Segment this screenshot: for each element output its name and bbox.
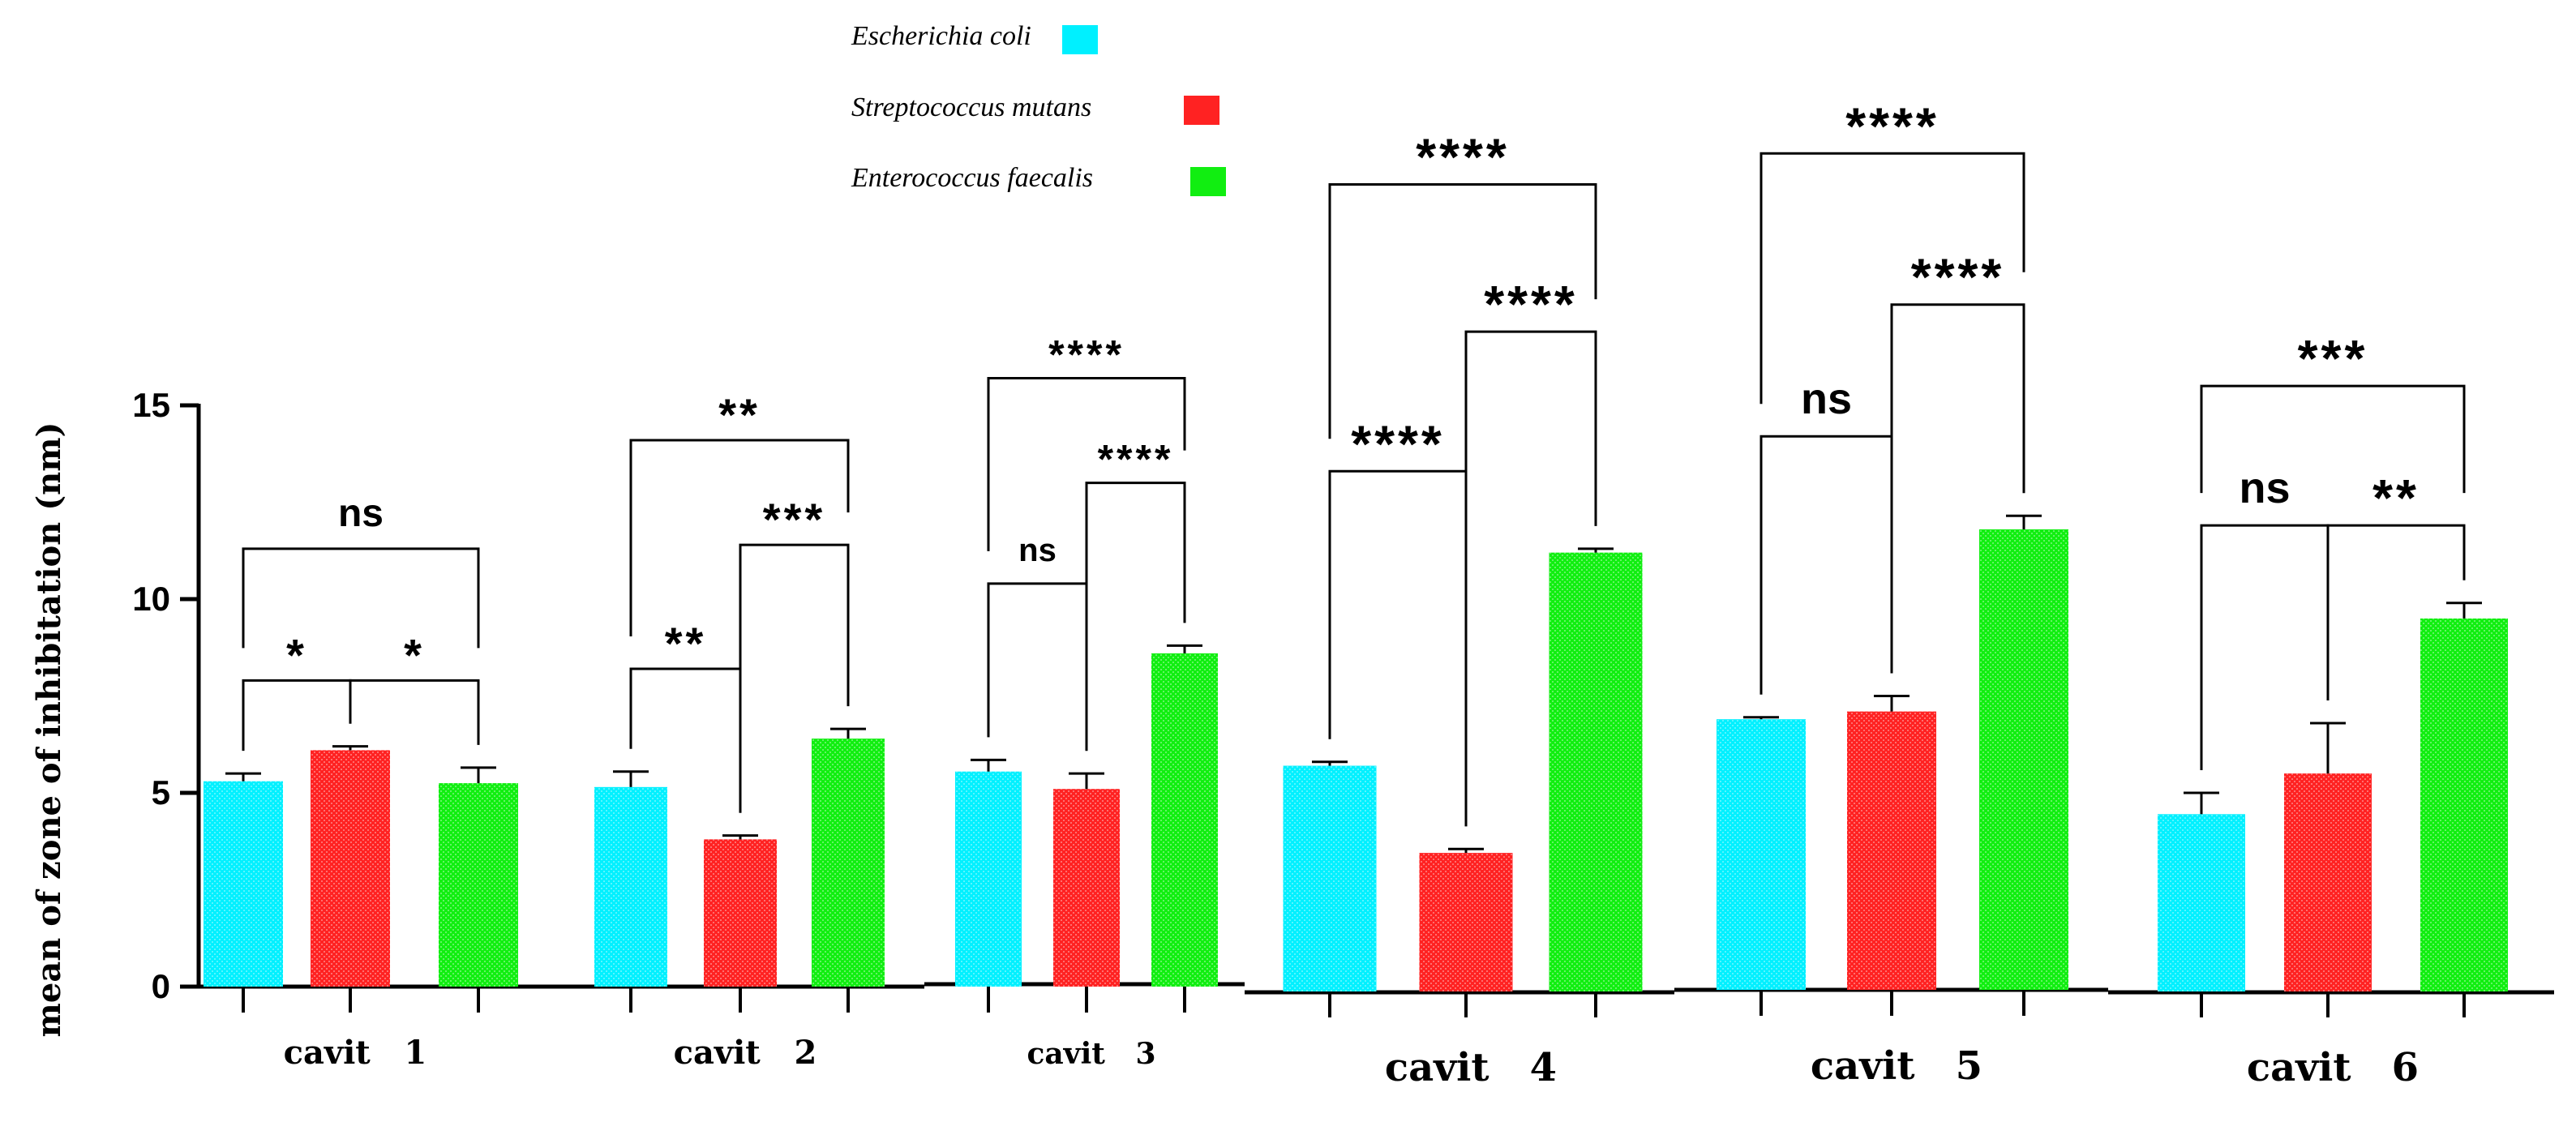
category-label-2: cavit 2 [674,1034,817,1072]
bar-texture [1419,853,1513,991]
significance-label: *** [2298,329,2368,388]
bar-texture [1717,719,1806,990]
y-tick-labels: 0 5 10 15 [132,386,170,1005]
significance-label: *** [763,494,825,545]
significance-label: **** [1416,128,1510,186]
significance-label: ns [338,492,384,535]
category-label-3: cavit 3 [1027,1037,1155,1071]
legend-swatch-2 [1190,167,1226,196]
y-tick-label: 5 [152,773,170,812]
x-axis-ticks [242,987,2466,1017]
category-label-5: cavit 5 [1811,1043,1982,1089]
significance-bracket [2326,524,2466,700]
legend-label-2: Enterococcus faecalis [851,163,1093,193]
bar-texture [704,839,777,987]
significance-bracket [987,582,1088,752]
error-bars [225,514,2482,854]
bar-texture [439,783,518,987]
bar-texture [2420,618,2508,991]
significance-label: **** [1098,437,1174,482]
significance-bracket [629,439,850,637]
significance-label: ns [2239,464,2290,512]
bar-texture [812,739,885,987]
significance-bracket [242,679,352,752]
category-labels: cavit 1 cavit 2 cavit 3 cavit 4 cavit 5 cavit… [284,1034,2419,1090]
significance-bracket [739,543,850,813]
y-tick-label: 0 [152,967,170,1005]
significance-label: **** [1351,414,1445,473]
y-tick-label: 10 [132,580,170,618]
bar-texture [1151,653,1218,987]
category-label-1: cavit 1 [284,1034,427,1072]
significance-label: ** [718,389,761,440]
significance-bracket [1759,435,1893,695]
significance-bracket [349,679,480,745]
bar-texture [1053,789,1120,987]
significance-bracket [1085,482,1186,752]
significance-label: ns [1801,375,1852,423]
significance-bracket [242,547,480,649]
y-axis [180,403,201,989]
legend-label-0: Escherichia coli [851,21,1031,51]
legend-label-1: Streptococcus mutans [851,92,1091,122]
significance-bracket [2200,384,2466,494]
y-tick-label: 15 [132,386,170,424]
significance-label: **** [1484,275,1578,333]
bar-texture [204,781,283,987]
significance-label: * [404,629,425,680]
significance-label: * [286,629,307,680]
bars [204,529,2508,991]
significance-bracket [1759,152,2025,405]
significance-bracket [2200,524,2330,770]
category-label-6: cavit 6 [2247,1045,2419,1090]
bar-texture [594,786,667,987]
bar-texture [1549,552,1643,991]
significance-label: **** [1845,96,1940,155]
significance-label: ** [665,618,707,669]
legend-swatch-0 [1062,25,1098,54]
y-axis-title: mean of zone of inhibitation (nm) [30,422,68,1038]
significance-bracket [1890,303,2025,674]
bar-texture [1283,765,1377,991]
category-label-4: cavit 4 [1385,1045,1557,1090]
bar-texture [2158,814,2245,991]
significance-label: **** [1911,248,2005,306]
significance-label: ** [2372,469,2420,527]
significance-bracket [1464,330,1597,827]
significance-label: **** [1048,332,1125,378]
significance-brackets: * *ns*******ns********************ns*****… [242,96,2466,827]
significance-label: ns [1018,533,1057,568]
legend-swatch-1 [1184,96,1219,125]
significance-bracket [987,377,1186,551]
bar-texture [1979,529,2068,990]
bar-texture [955,771,1022,987]
bar-texture [2284,773,2372,991]
bar-texture [311,750,390,987]
legend: Escherichia coli Streptococcus mutans En… [851,21,1226,196]
significance-bracket [1328,183,1597,439]
bar-texture [1847,711,1936,990]
